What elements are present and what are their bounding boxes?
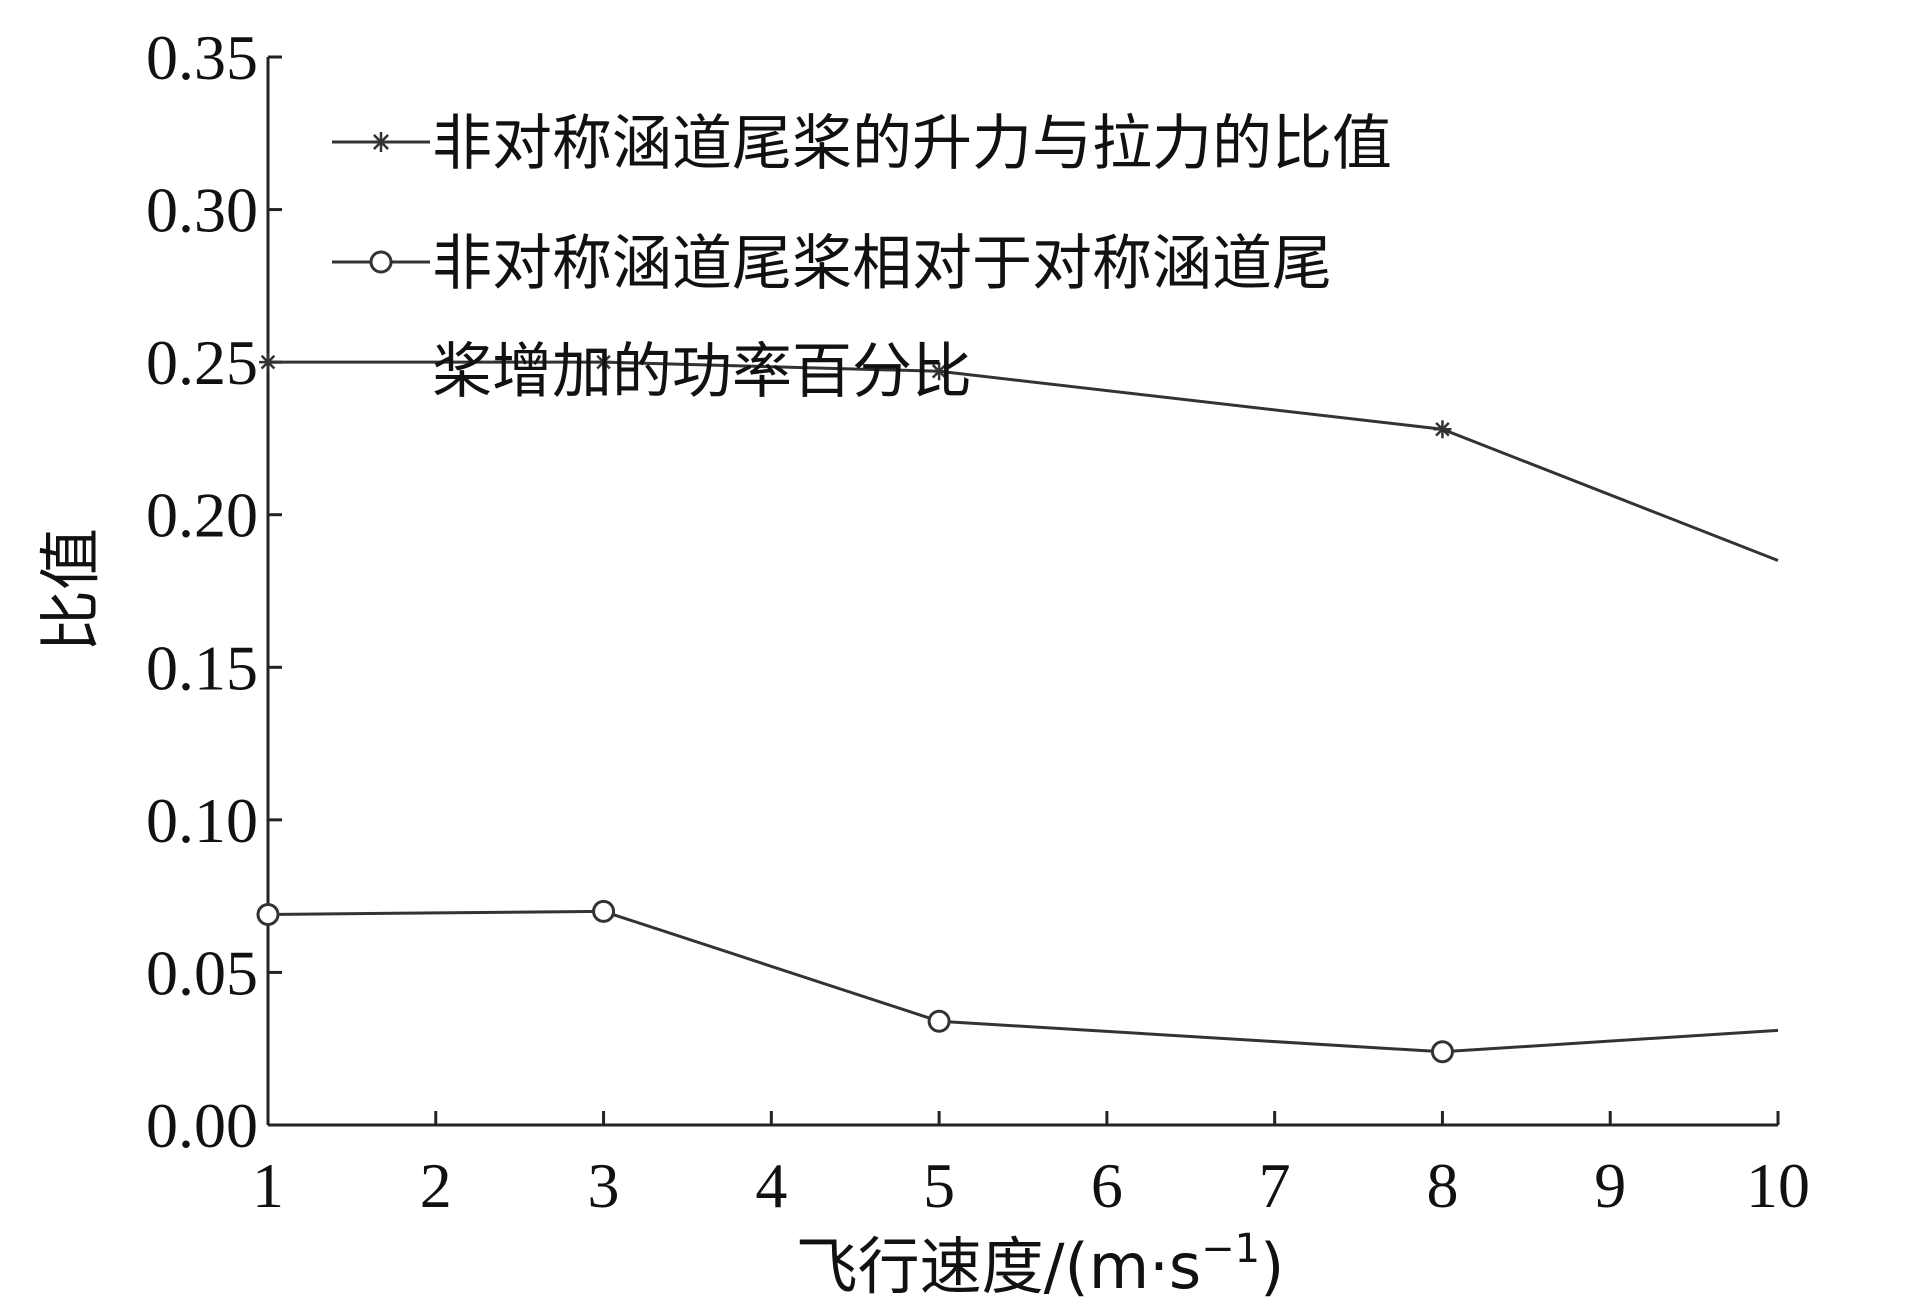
x-axis-title: 飞行速度/(m·s−1)	[796, 1226, 1285, 1303]
y-tick-label: 0.30	[146, 175, 258, 246]
x-axis-title-superscript: −1	[1201, 1226, 1260, 1272]
x-tick-label: 6	[1091, 1150, 1123, 1221]
x-tick-label: 10	[1746, 1150, 1810, 1221]
legend-label-series-2-line-1: 非对称涵道尾桨相对于对称涵道尾	[432, 229, 1332, 299]
y-tick-label: 0.25	[146, 327, 258, 398]
y-tick-label: 0.15	[146, 632, 258, 703]
x-tick-label: 2	[420, 1150, 452, 1221]
y-axis-title: 比值	[34, 528, 107, 652]
y-ticks: 0.00 0.05 0.10 0.15 0.20 0.25 0.30 0.35	[146, 22, 282, 1161]
x-tick-label: 9	[1594, 1150, 1626, 1221]
star-marker-stroke	[1435, 422, 1450, 437]
series-2-point	[1430, 1040, 1454, 1064]
series-2-point	[592, 899, 616, 923]
x-tick-label: 4	[755, 1150, 787, 1221]
series-2-line	[267, 909, 1779, 1054]
series-2-point	[256, 902, 280, 926]
y-tick-label: 0.00	[146, 1090, 258, 1161]
series-1-point	[259, 353, 277, 372]
x-axis-title-tail: )	[1260, 1230, 1284, 1303]
series-1-point	[594, 353, 613, 372]
y-tick-label: 0.20	[146, 480, 258, 551]
series-1-point	[930, 362, 949, 381]
x-ticks: 1 2 3 4 5 6 7 8 9 10	[252, 1111, 1810, 1221]
series-1-point	[1433, 420, 1452, 439]
star-marker-stroke	[260, 354, 276, 370]
series-2-point	[927, 1009, 951, 1033]
star-marker-stroke	[596, 354, 611, 370]
y-tick-label: 0.10	[146, 785, 258, 856]
legend-label-series-2-line-2: 桨增加的功率百分比	[432, 337, 972, 407]
y-tick-label: 0.35	[146, 22, 258, 93]
x-tick-label: 5	[923, 1150, 955, 1221]
legend-label-series-1: 非对称涵道尾桨的升力与拉力的比值	[432, 109, 1392, 179]
star-marker-stroke	[373, 134, 389, 150]
star-marker	[371, 132, 391, 152]
legend-item-series-1: 非对称涵道尾桨的升力与拉力的比值	[332, 109, 1392, 179]
star-marker-stroke	[931, 364, 947, 379]
x-tick-label: 8	[1426, 1150, 1458, 1221]
legend-item-series-2: 非对称涵道尾桨相对于对称涵道尾 桨增加的功率百分比	[332, 229, 1332, 407]
series-layer	[256, 353, 1779, 1064]
legend: 非对称涵道尾桨的升力与拉力的比值 非对称涵道尾桨相对于对称涵道尾 桨增加的功率百…	[332, 109, 1392, 407]
x-axis-title-main: 飞行速度/(m·s	[796, 1230, 1201, 1303]
legend-circle-marker	[369, 250, 393, 274]
x-tick-label: 3	[588, 1150, 620, 1221]
x-tick-label: 7	[1259, 1150, 1291, 1221]
x-tick-label: 1	[252, 1150, 284, 1221]
y-tick-label: 0.05	[146, 937, 258, 1008]
legend-star-marker	[371, 132, 391, 152]
axes	[266, 57, 1778, 1127]
